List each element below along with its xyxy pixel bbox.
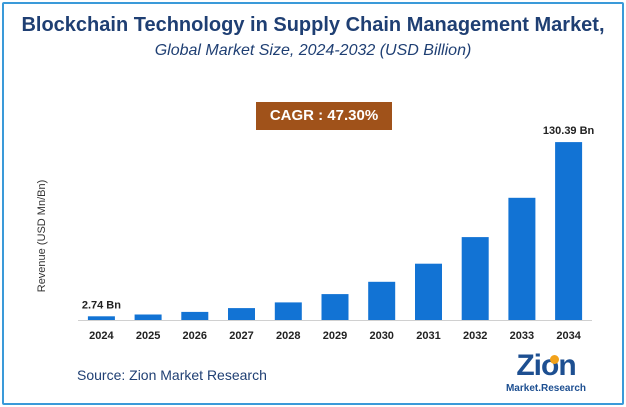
data-label-2034: 130.39 Bn	[543, 125, 595, 137]
source-note: Source: Zion Market Research	[77, 367, 267, 383]
bar-2031	[415, 263, 442, 320]
data-labels: 2.74 Bn 130.39 Bn	[82, 125, 595, 311]
x-tick-2031: 2031	[416, 330, 440, 342]
logo-dot-icon	[550, 355, 559, 364]
bar-2033	[508, 197, 536, 320]
bar-2030	[368, 281, 396, 320]
x-tick-2026: 2026	[183, 330, 207, 342]
x-tick-2025: 2025	[136, 330, 160, 342]
data-label-2024: 2.74 Bn	[82, 299, 121, 311]
cagr-badge: CAGR : 47.30%	[256, 102, 392, 130]
bar-2027	[228, 308, 255, 320]
x-tick-2024: 2024	[89, 330, 114, 342]
bar-2025	[134, 314, 162, 320]
bar-chart-plot: 2024 2025 2026 2027 2028 2029 2030 2031 2032 2033…	[78, 125, 595, 342]
x-tick-2034: 2034	[556, 330, 581, 342]
bar-2034	[555, 142, 583, 320]
chart-subtitle: Global Market Size, 2024-2032 (USD Billi…	[154, 42, 472, 59]
bar-2029	[321, 294, 349, 320]
x-tick-2027: 2027	[229, 330, 253, 342]
x-tick-2033: 2033	[510, 330, 534, 342]
zion-logo: Zion Market.Research	[504, 349, 588, 399]
x-tick-labels: 2024 2025 2026 2027 2028 2029 2030 2031 2032 2033…	[89, 330, 582, 342]
logo-word: Zion	[516, 349, 576, 382]
bar-2032	[461, 237, 489, 320]
chart-title: Blockchain Technology in Supply Chain Ma…	[21, 14, 605, 36]
bar-2024	[87, 316, 115, 320]
bar-2026	[181, 311, 209, 320]
logo-subtext: Market.Research	[505, 383, 587, 394]
bars-group	[87, 142, 583, 320]
x-tick-2030: 2030	[369, 330, 393, 342]
x-tick-2032: 2032	[463, 330, 487, 342]
x-tick-2029: 2029	[323, 330, 347, 342]
bar-2028	[274, 302, 302, 320]
x-tick-2028: 2028	[276, 330, 300, 342]
